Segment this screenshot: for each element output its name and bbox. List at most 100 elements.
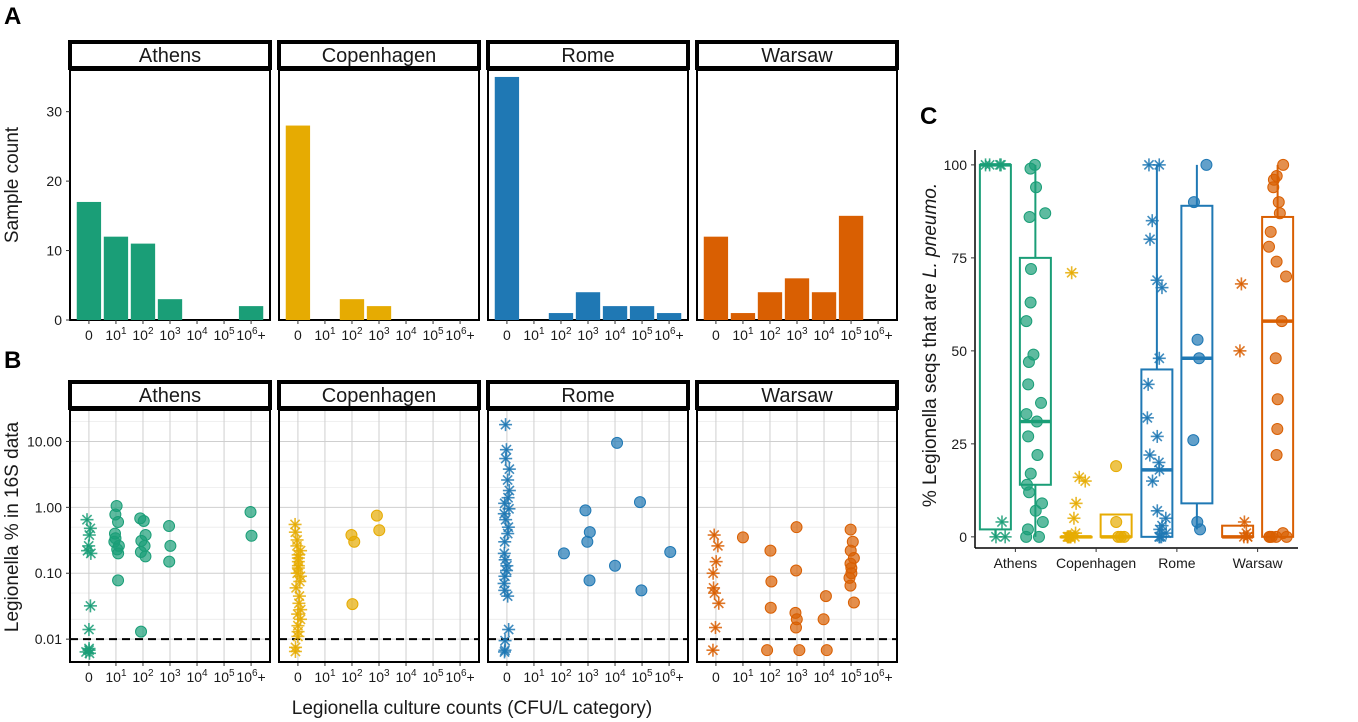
panel-c-rome-culture-positive-point-3	[1193, 352, 1206, 365]
panel-c-warsaw-culture-positive-point-8	[1270, 255, 1283, 268]
panel-c-warsaw-culture-positive-point-7	[1263, 240, 1276, 253]
panel-b-point-copenhagen-0-13-stroke	[290, 582, 302, 594]
panel-a-bar-rome-10-2	[548, 313, 574, 320]
panel-b-xtick-label-athens-10-2: 102	[132, 668, 154, 685]
panel-a-xtick-label-rome-10-5: 105	[631, 326, 653, 343]
panel-b-point-warsaw-10-5-32	[847, 596, 860, 609]
panel-b-point-athens-10-6--33	[244, 505, 257, 518]
panel-a-strip-label-rome: Rome	[561, 45, 614, 67]
panel-c-xtick-label-copenhagen: Copenhagen	[1056, 555, 1136, 571]
panel-c-warsaw-culture-positive-point-9	[1280, 270, 1293, 283]
panel-a-bar-rome-10-3	[575, 292, 601, 320]
panel-c-rome-culture-0-point-8-stroke	[1142, 412, 1153, 423]
panel-c-rome-culture-0-point-3	[1143, 232, 1157, 246]
panel-c-rome-culture-positive-point-6	[1194, 523, 1207, 536]
panel-c-rome-culture-0-point-13	[1146, 474, 1160, 488]
panel-b-point-warsaw-10-2-10	[764, 544, 777, 557]
panel-b-point-rome-0-3-stroke	[504, 463, 515, 475]
panel-c-warsaw-culture-positive-point-11	[1269, 352, 1282, 365]
panel-b-point-warsaw-0-8	[706, 643, 720, 657]
panel-b-point-athens-10-1-20	[112, 547, 125, 560]
panel-c-copenhagen-culture-0-point-2-stroke	[1080, 475, 1091, 487]
panel-c: 0 25 50 75 100 Athens Copenhagen Rome Warsaw	[944, 150, 1298, 571]
panel-a-xtick-label-warsaw-10-6-: 106+	[863, 326, 892, 343]
panel-c-athens-culture-0-point-3-stroke	[994, 159, 1006, 171]
panel-b-point-rome-10-6--35	[664, 546, 677, 559]
panel-a-facet-warsaw: Warsaw 0 101 102 103 104 105 106+	[695, 40, 899, 343]
panel-c-warsaw-culture-positive-point-10	[1275, 315, 1288, 328]
panel-c-rome-culture-0-point-10	[1143, 448, 1157, 462]
panel-c-rome-culture-positive-point-1	[1187, 196, 1200, 209]
panel-a-xtick-label-rome-0: 0	[503, 327, 511, 343]
panel-c-warsaw-culture-0-point-0	[1234, 277, 1248, 291]
panel-b-point-rome-10-5-33	[633, 496, 646, 509]
panel-a-strip-label-athens: Athens	[139, 45, 201, 67]
panel-a-strip-rome	[486, 40, 690, 70]
panel-b-point-warsaw-10-4-22	[820, 644, 833, 657]
panel-c-rome-culture-0-point-6	[1152, 351, 1166, 365]
panel-b-point-copenhagen-0-0-stroke	[289, 519, 301, 530]
panel-b-point-rome-10-3-30	[583, 574, 596, 587]
panel-c-warsaw-culture-0-point-1	[1233, 344, 1247, 358]
panel-c-xtick-label-athens: Athens	[994, 555, 1038, 571]
panel-a-bar-athens-10-6-	[238, 306, 264, 320]
panel-b-point-athens-0-7	[82, 623, 96, 637]
panel-c-athens-culture-positive-point-3	[1039, 207, 1052, 220]
panel-b-point-rome-0-9-stroke	[499, 508, 510, 519]
panel-b-point-athens-0-1-stroke	[85, 523, 96, 534]
panel-a-xtick-label-athens-10-5: 105	[213, 326, 235, 343]
panel-a-bar-warsaw-10-3	[784, 278, 810, 320]
panel-c-warsaw-culture-positive-point-4	[1272, 196, 1285, 209]
panel-c-warsaw-culture-0-point-2	[1237, 515, 1251, 529]
panel-c-rome-culture-0-point-4	[1150, 273, 1164, 287]
panel-b-strip-label-athens: Athens	[139, 385, 201, 407]
panel-b-xtick-label-warsaw-10-5: 105	[840, 668, 862, 685]
panel-b-xtick-label-athens-10-6-: 106+	[236, 668, 265, 685]
panel-c-copenhagen-culture-0-point-0-stroke	[1066, 267, 1077, 278]
panel-b-ytick-label-1-00: 1.00	[35, 499, 62, 515]
panel-a-xtick-label-warsaw-10-2: 102	[759, 326, 781, 343]
panel-c-rome-culture-0-box-group	[1140, 158, 1174, 544]
panel-a-bar-warsaw-10-5	[838, 215, 864, 320]
panel-c-athens-culture-positive-point-13	[1030, 415, 1043, 428]
panel-b-xtick-label-rome-10-4: 104	[604, 668, 626, 685]
panel-a-xtick-label-copenhagen-10-4: 104	[395, 326, 417, 343]
panel-a-xtick-label-copenhagen-0: 0	[294, 327, 302, 343]
panel-b-point-rome-0-2-stroke	[500, 453, 511, 464]
panel-b-point-warsaw-10-2-13	[761, 644, 774, 657]
panel-c-warsaw-culture-positive-point-3	[1267, 181, 1280, 194]
panel-c-rome-culture-positive-point-4	[1187, 434, 1200, 447]
panel-b-ytick-label-10-00: 10.00	[27, 433, 62, 449]
panel-b-facet-warsaw: Warsaw 0 101 102 103 104 105 106+	[695, 380, 899, 685]
panel-c-copenhagen-culture-0-box-group	[1059, 266, 1093, 544]
panel-b-point-copenhagen-0-3-stroke	[291, 540, 303, 552]
panel-c-copenhagen-culture-0-point-3-stroke	[1070, 498, 1082, 509]
panel-c-copenhagen-culture-0-point-13-stroke	[1065, 531, 1076, 543]
panel-a-ylabel: Sample count	[2, 126, 23, 243]
panel-c-copenhagen-culture-0-point-4	[1067, 511, 1081, 525]
panel-c-rome-culture-0-point-0	[1152, 158, 1166, 172]
panel-b-point-copenhagen-10-3-27	[370, 509, 383, 522]
panel-a-strip-copenhagen	[277, 40, 481, 70]
panel-b-point-athens-10-2-28	[139, 550, 152, 563]
panel-b-point-warsaw-10-5-31	[844, 579, 857, 592]
panel-a-strip-athens	[68, 40, 272, 70]
panel-b-xtick-label-rome-10-6-: 106+	[654, 668, 683, 685]
panel-c-ylabel-text: % Legionella seqs that are	[920, 278, 941, 507]
panel-a-bar-warsaw-10-1	[730, 313, 756, 320]
panel-b-point-warsaw-0-8-stroke	[707, 645, 719, 656]
panel-b-point-rome-0-5-stroke	[504, 485, 515, 496]
panel-b-xtick-label-warsaw-10-3: 103	[786, 668, 808, 685]
panel-c-athens-culture-0-box	[978, 163, 1012, 531]
panel-a-bar-athens-10-3	[157, 299, 183, 320]
panel-b-xtick-label-copenhagen-10-1: 101	[314, 668, 336, 685]
panel-b-point-rome-0-21	[501, 589, 515, 603]
panel-b-point-copenhagen-0-1	[288, 525, 302, 539]
panel-c-warsaw-culture-0-point-0-stroke	[1236, 278, 1247, 290]
panel-b-ytick-label-0-10: 0.10	[35, 565, 62, 581]
panel-b-xtick-label-athens-10-4: 104	[186, 668, 208, 685]
panel-b-frame-copenhagen	[278, 409, 480, 663]
panel-b-point-warsaw-0-7-stroke	[710, 622, 721, 633]
panel-b-point-copenhagen-0-21-stroke	[292, 631, 304, 642]
